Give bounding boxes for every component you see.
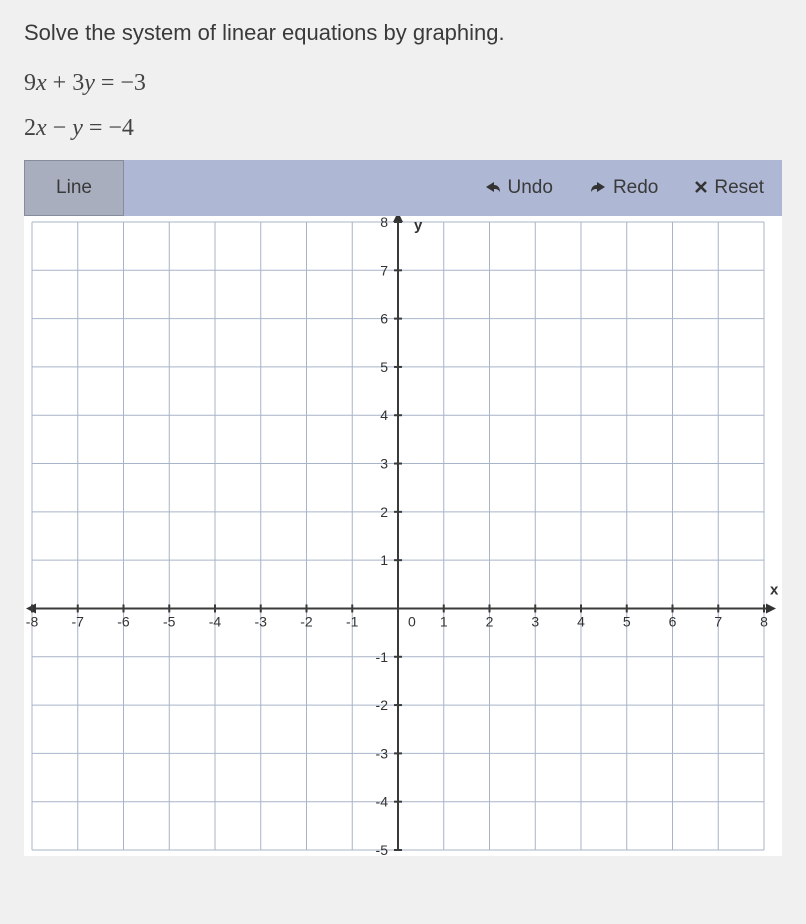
question-prompt: Solve the system of linear equations by … bbox=[24, 20, 782, 46]
equation-1: 9x + 3y = −3 bbox=[24, 70, 782, 97]
svg-text:2: 2 bbox=[486, 613, 494, 629]
svg-text:-1: -1 bbox=[376, 649, 389, 665]
redo-label: Redo bbox=[613, 177, 658, 199]
svg-text:y: y bbox=[414, 217, 423, 234]
equation-2: 2x − y = −4 bbox=[24, 115, 782, 142]
svg-text:8: 8 bbox=[760, 613, 768, 629]
svg-text:-3: -3 bbox=[376, 745, 389, 761]
svg-text:5: 5 bbox=[623, 613, 631, 629]
svg-text:-1: -1 bbox=[346, 613, 359, 629]
svg-text:3: 3 bbox=[531, 613, 539, 629]
svg-text:7: 7 bbox=[714, 613, 722, 629]
svg-text:4: 4 bbox=[380, 407, 388, 423]
svg-text:-7: -7 bbox=[72, 613, 85, 629]
svg-text:0: 0 bbox=[408, 613, 416, 629]
svg-text:-4: -4 bbox=[376, 794, 389, 810]
svg-text:-5: -5 bbox=[376, 842, 389, 856]
redo-icon bbox=[589, 178, 607, 199]
undo-icon bbox=[484, 178, 502, 199]
svg-text:1: 1 bbox=[380, 552, 388, 568]
svg-text:-5: -5 bbox=[163, 613, 176, 629]
svg-text:2: 2 bbox=[380, 504, 388, 520]
svg-text:x: x bbox=[770, 581, 779, 598]
svg-text:-2: -2 bbox=[300, 613, 313, 629]
undo-button[interactable]: Undo bbox=[466, 160, 571, 216]
svg-text:-2: -2 bbox=[376, 697, 389, 713]
svg-text:-8: -8 bbox=[26, 613, 39, 629]
svg-text:6: 6 bbox=[669, 613, 677, 629]
svg-text:6: 6 bbox=[380, 311, 388, 327]
svg-text:5: 5 bbox=[380, 359, 388, 375]
graph-area[interactable]: -8 -7 -6 -5 -4 -3 -2 -1 1 2 3 4 5 6 7 8 -5 -4 -3 -2 -1 1 2 3 4 5 6… bbox=[24, 216, 782, 856]
graph-toolbar: Line Undo Redo Reset bbox=[24, 160, 782, 216]
svg-text:1: 1 bbox=[440, 613, 448, 629]
reset-icon bbox=[694, 178, 708, 199]
reset-label: Reset bbox=[714, 177, 764, 199]
svg-text:-4: -4 bbox=[209, 613, 222, 629]
svg-text:4: 4 bbox=[577, 613, 585, 629]
reset-button[interactable]: Reset bbox=[676, 160, 782, 216]
line-tool-button[interactable]: Line bbox=[24, 160, 124, 216]
coordinate-grid[interactable]: -8 -7 -6 -5 -4 -3 -2 -1 1 2 3 4 5 6 7 8 -5 -4 -3 -2 -1 1 2 3 4 5 6… bbox=[24, 216, 782, 856]
svg-text:7: 7 bbox=[380, 262, 388, 278]
svg-text:-6: -6 bbox=[117, 613, 130, 629]
line-tool-label: Line bbox=[56, 177, 92, 199]
svg-text:3: 3 bbox=[380, 456, 388, 472]
redo-button[interactable]: Redo bbox=[571, 160, 676, 216]
svg-text:8: 8 bbox=[380, 216, 388, 230]
svg-text:-3: -3 bbox=[255, 613, 268, 629]
undo-label: Undo bbox=[508, 177, 553, 199]
